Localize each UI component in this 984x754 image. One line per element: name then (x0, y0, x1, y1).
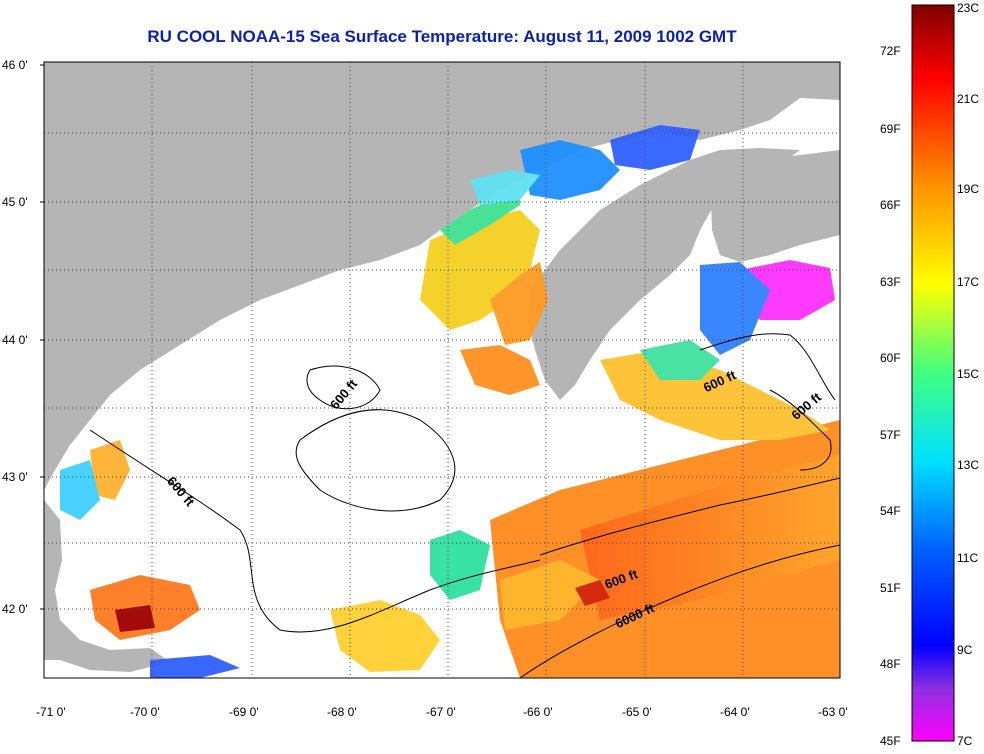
lon-axis: -71 0' -70 0' -69 0' -68 0' -67 0' -66 0… (36, 705, 848, 719)
colorbar-f-69: 69F (880, 122, 901, 136)
colorbar-c-11: 11C (957, 551, 978, 565)
land-massachusetts (44, 500, 170, 672)
lon-tick-64: -64 0' (720, 705, 750, 719)
colorbar-c-21: 21C (957, 92, 979, 106)
colorbar-f-51: 51F (880, 581, 901, 595)
lon-tick-66: -66 0' (523, 705, 553, 719)
colorbar-c-9: 9C (957, 643, 973, 657)
colorbar-f-45: 45F (880, 734, 901, 748)
colorbar-f-72: 72F (880, 44, 901, 58)
lon-tick-65: -65 0' (622, 705, 652, 719)
colorbar-c-15: 15C (957, 367, 979, 381)
lon-tick-63: -63 0' (818, 705, 848, 719)
map-border (43, 61, 841, 679)
lon-tick-70: -70 0' (130, 705, 160, 719)
land-nova-scotia (528, 148, 800, 400)
graticule (44, 62, 840, 678)
colorbar-c-17: 17C (957, 275, 979, 289)
colorbar-gradient (911, 4, 955, 742)
lon-tick-67: -67 0' (426, 705, 456, 719)
sst-patches (60, 125, 840, 678)
colorbar-f-66: 66F (880, 198, 901, 212)
colorbar-c-19: 19C (957, 182, 979, 196)
lon-tick-71: -71 0' (36, 705, 66, 719)
colorbar-f-63: 63F (880, 275, 901, 289)
colorbar: 72F 69F 66F 63F 60F 57F 54F 51F 48F 45F … (880, 1, 979, 748)
lat-tick-46: 46 0' (2, 58, 28, 72)
colorbar-f-54: 54F (880, 504, 901, 518)
colorbar-c-23: 23C (957, 1, 979, 15)
lon-tick-69: -69 0' (229, 705, 259, 719)
land-maine (44, 62, 840, 490)
lat-axis: 46 0' 45 0' 44 0' 43 0' 42 0' (2, 58, 44, 616)
colorbar-f-57: 57F (880, 428, 901, 442)
colorbar-c-13: 13C (957, 458, 979, 472)
lat-tick-45: 45 0' (2, 195, 28, 209)
lat-tick-44: 44 0' (2, 333, 28, 347)
colorbar-f-60: 60F (880, 351, 901, 365)
lat-tick-43: 43 0' (2, 470, 28, 484)
lat-tick-42: 42 0' (2, 602, 28, 616)
colorbar-c-7: 7C (957, 734, 973, 748)
depth-contours (89, 333, 840, 678)
colorbar-f-48: 48F (880, 657, 901, 671)
lon-tick-68: -68 0' (327, 705, 357, 719)
map-title: RU COOL NOAA-15 Sea Surface Temperature:… (147, 27, 737, 46)
